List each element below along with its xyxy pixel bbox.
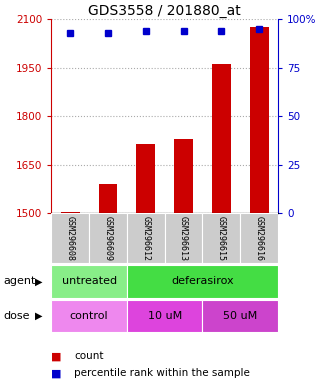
Text: GSM296609: GSM296609 bbox=[104, 215, 113, 261]
Bar bbox=[61, 212, 80, 213]
Bar bbox=[51, 265, 127, 298]
Text: percentile rank within the sample: percentile rank within the sample bbox=[74, 368, 250, 378]
Text: dose: dose bbox=[3, 311, 30, 321]
Bar bbox=[212, 65, 231, 213]
Text: ■: ■ bbox=[51, 368, 62, 378]
Text: deferasirox: deferasirox bbox=[171, 276, 234, 286]
Bar bbox=[174, 139, 193, 213]
Text: 10 uM: 10 uM bbox=[148, 311, 182, 321]
Bar bbox=[203, 300, 278, 332]
Text: GSM296612: GSM296612 bbox=[141, 215, 150, 261]
Bar bbox=[51, 213, 89, 263]
Text: control: control bbox=[70, 311, 109, 321]
Text: ■: ■ bbox=[51, 351, 62, 361]
Bar bbox=[127, 300, 203, 332]
Title: GDS3558 / 201880_at: GDS3558 / 201880_at bbox=[88, 4, 241, 18]
Bar bbox=[99, 184, 118, 213]
Text: agent: agent bbox=[3, 276, 36, 286]
Text: GSM296608: GSM296608 bbox=[66, 215, 75, 261]
Text: GSM296615: GSM296615 bbox=[217, 215, 226, 261]
Text: GSM296613: GSM296613 bbox=[179, 215, 188, 261]
Bar bbox=[51, 300, 127, 332]
Text: untreated: untreated bbox=[62, 276, 117, 286]
Text: GSM296616: GSM296616 bbox=[255, 215, 264, 261]
Text: ▶: ▶ bbox=[35, 276, 42, 286]
Bar bbox=[89, 213, 127, 263]
Bar bbox=[127, 265, 278, 298]
Bar bbox=[127, 213, 165, 263]
Text: ▶: ▶ bbox=[35, 311, 42, 321]
Text: 50 uM: 50 uM bbox=[223, 311, 258, 321]
Bar bbox=[250, 27, 268, 213]
Bar bbox=[240, 213, 278, 263]
Bar bbox=[203, 213, 240, 263]
Text: count: count bbox=[74, 351, 104, 361]
Bar bbox=[136, 144, 155, 213]
Bar bbox=[165, 213, 203, 263]
